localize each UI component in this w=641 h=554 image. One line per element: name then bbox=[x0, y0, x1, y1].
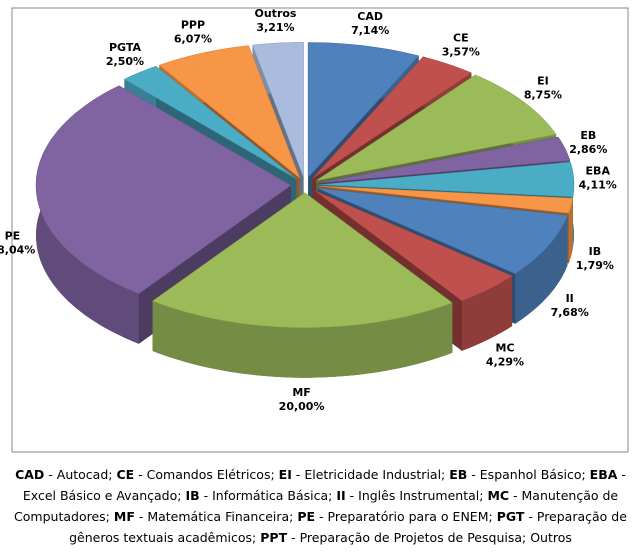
caption-term: IB bbox=[185, 488, 200, 503]
slice-label: CE bbox=[453, 31, 469, 44]
caption-term: PPT bbox=[260, 530, 288, 545]
caption-text: - Autocad; bbox=[44, 467, 113, 482]
value-label: 7,14% bbox=[351, 24, 389, 37]
slice-top bbox=[312, 56, 472, 179]
value-label: 4,11% bbox=[579, 178, 617, 191]
value-label: 20,00% bbox=[279, 400, 325, 413]
slice-top bbox=[316, 74, 557, 181]
value-label: 4,29% bbox=[486, 356, 524, 369]
value-label: 3,57% bbox=[442, 45, 480, 58]
caption-text: - Matemática Financeira; bbox=[134, 509, 294, 524]
caption-text: - Excel Básico e Avançado; bbox=[22, 467, 626, 503]
pie-slice bbox=[152, 192, 453, 378]
caption: CAD - Autocad; CE - Comandos Elétricos; … bbox=[0, 464, 641, 548]
slice-label: MF bbox=[292, 386, 310, 399]
caption-text: - Preparação de gêneros textuais acadêmi… bbox=[69, 509, 627, 545]
caption-term: EBA bbox=[589, 467, 618, 482]
slice-top bbox=[318, 185, 574, 214]
caption-term: CAD bbox=[15, 467, 45, 482]
slice-label: EI bbox=[537, 75, 549, 88]
caption-term: II bbox=[336, 488, 346, 503]
value-label: 1,79% bbox=[576, 259, 614, 272]
slice-top bbox=[252, 42, 304, 178]
caption-term: EB bbox=[449, 467, 468, 482]
caption-text: - Comandos Elétricos; bbox=[134, 467, 275, 482]
slice-top bbox=[158, 45, 301, 179]
slice-label: II bbox=[566, 292, 574, 305]
slice-top bbox=[314, 190, 513, 302]
slice-label: EB bbox=[580, 129, 596, 142]
slice-top bbox=[307, 42, 420, 179]
caption-text: - Preparação de Projetos de Pesquisa; bbox=[287, 530, 527, 545]
caption-text: - Eletricidade Industrial; bbox=[291, 467, 446, 482]
value-label: 7,68% bbox=[551, 306, 589, 319]
caption-text: - Espanhol Básico; bbox=[467, 467, 586, 482]
slice-label: EBA bbox=[586, 164, 611, 177]
slice-wall bbox=[568, 198, 573, 264]
caption-text: - Informática Básica; bbox=[199, 488, 333, 503]
caption-term: PGT bbox=[496, 509, 525, 524]
caption-text: Outros bbox=[530, 530, 572, 545]
slice-top bbox=[123, 65, 297, 180]
caption-text: - Preparatório para o ENEM; bbox=[315, 509, 493, 524]
caption-text: - Manutenção de Computadores; bbox=[14, 488, 619, 524]
slice-label: PGTA bbox=[109, 41, 142, 54]
slice-label: CAD bbox=[357, 10, 383, 23]
value-label: 3,21% bbox=[256, 21, 294, 34]
slice-wall bbox=[462, 276, 513, 351]
slice-label: IB bbox=[589, 245, 601, 258]
slice-label: MC bbox=[496, 342, 515, 355]
value-label: 8,75% bbox=[524, 89, 562, 102]
caption-term: EI bbox=[278, 467, 292, 482]
slice-label: PE bbox=[5, 229, 21, 242]
caption-term: MF bbox=[113, 509, 135, 524]
slice-label: PPP bbox=[181, 19, 205, 32]
caption-text: - Inglês Instrumental; bbox=[345, 488, 484, 503]
value-label: 6,07% bbox=[174, 33, 212, 46]
slice-wall bbox=[152, 301, 453, 378]
slice-top bbox=[35, 85, 292, 294]
value-label: 28,04% bbox=[0, 243, 35, 256]
slice-label: Outros bbox=[255, 7, 297, 20]
caption-term: MC bbox=[487, 488, 510, 503]
slice-top bbox=[318, 161, 575, 198]
slice-wall bbox=[515, 215, 568, 324]
caption-term: CE bbox=[116, 467, 135, 482]
value-label: 2,86% bbox=[569, 143, 607, 156]
slice-top bbox=[317, 188, 568, 274]
value-label: 2,50% bbox=[106, 55, 144, 68]
slice-top bbox=[152, 192, 453, 328]
caption-term: PE bbox=[297, 509, 316, 524]
slice-top bbox=[318, 136, 571, 184]
